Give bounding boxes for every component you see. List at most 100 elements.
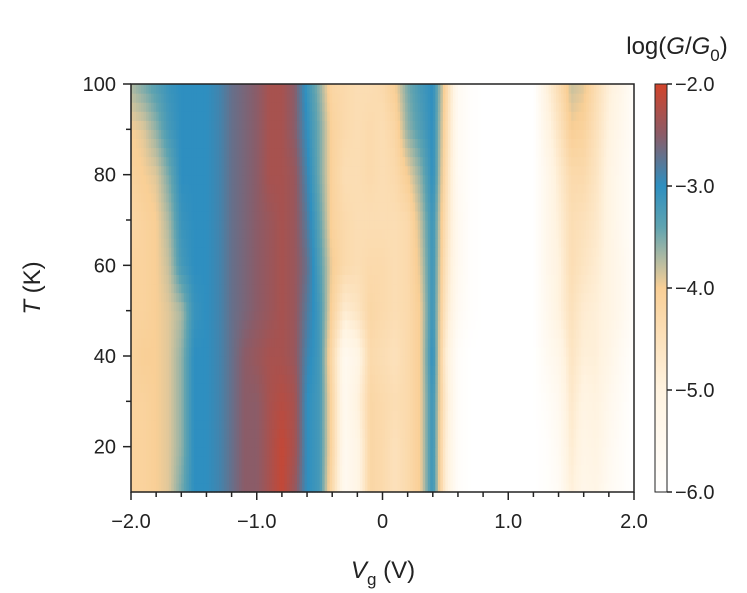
heatmap-cell [548,365,552,375]
heatmap-cell [176,401,180,411]
heatmap-cell [231,374,235,384]
heatmap-cell [545,337,550,348]
heatmap-cell [556,455,560,466]
heatmap-cell [299,482,303,493]
heatmap-cell [246,437,250,448]
heatmap-cell [535,346,540,357]
heatmap-cell [369,337,374,348]
heatmap-cell [417,310,421,321]
heatmap-cell [241,455,245,466]
heatmap-cell [259,319,263,330]
heatmap-cell [395,455,399,466]
heatmap-cell [533,292,537,303]
heatmap-cell [543,283,547,294]
heatmap-cell [173,319,177,330]
heatmap-cell [352,419,356,430]
heatmap-cell [279,328,283,339]
heatmap-cell [452,337,457,348]
heatmap-cell [307,428,311,439]
heatmap-cell [319,410,323,421]
heatmap-cell [188,410,192,421]
heatmap-cell [483,410,487,421]
heatmap-cell [317,473,321,484]
heatmap-cell [573,383,577,393]
heatmap-cell [628,356,633,366]
heatmap-cell [294,473,298,484]
heatmap-cell [379,356,384,366]
heatmap-cell [191,301,195,312]
heatmap-cell [319,455,323,466]
heatmap-cell [480,383,484,393]
heatmap-cell [367,356,371,366]
heatmap-cell [457,274,462,285]
heatmap-cell [525,392,529,402]
heatmap-cell [571,346,575,357]
heatmap-cell [329,392,333,402]
heatmap-cell [483,446,487,457]
heatmap-cell [231,401,235,411]
heatmap-cell [219,319,223,330]
heatmap-cell [133,346,137,357]
heatmap-cell [143,383,147,393]
heatmap-cell [412,428,416,439]
heatmap-cell [226,464,230,475]
heatmap-cell [307,356,311,366]
heatmap-cell [437,392,441,402]
heatmap-cell [593,464,597,475]
heatmap-cell [621,482,625,493]
heatmap-cell [621,328,625,339]
heatmap-cell [186,319,190,330]
heatmap-cell [221,455,225,466]
heatmap-cell [412,419,416,430]
heatmap-cell [299,410,303,421]
heatmap-cell [143,328,147,339]
heatmap-cell [417,437,421,448]
heatmap-cell [309,419,313,430]
heatmap-cell [327,365,331,375]
heatmap-cell [211,401,215,411]
heatmap-cell [551,428,555,439]
heatmap-cell [191,365,195,375]
heatmap-cell [623,464,628,475]
heatmap-cell [488,437,492,448]
heatmap-cell [276,337,280,348]
heatmap-cell [593,265,597,275]
heatmap-cell [216,410,220,421]
heatmap-cell [553,383,557,393]
heatmap-cell [231,337,235,348]
heatmap-cell [543,310,547,321]
heatmap-cell [208,283,213,294]
heatmap-cell [183,428,187,439]
heatmap-cell [626,383,630,393]
heatmap-cell [234,265,238,275]
heatmap-cell [312,437,316,448]
heatmap-cell [256,437,260,448]
heatmap-cell [530,419,534,430]
heatmap-cell [362,464,366,475]
heatmap-cell [296,455,301,466]
heatmap-cell [271,482,275,493]
heatmap-cell [611,473,615,484]
heatmap-cell [470,383,474,393]
heatmap-cell [251,283,255,294]
heatmap-cell [581,365,585,375]
heatmap-cell [367,265,371,275]
heatmap-cell [395,328,399,339]
heatmap-cell [357,392,361,402]
heatmap-cell [229,482,233,493]
heatmap-cell [475,319,479,330]
heatmap-cell [161,283,165,294]
heatmap-cell [377,283,381,294]
heatmap-cell [208,337,213,348]
heatmap-cell [576,410,580,421]
heatmap-cell [352,464,356,475]
heatmap-cell [143,310,147,321]
heatmap-cell [379,328,384,339]
heatmap-cell [281,301,286,312]
heatmap-cell [586,473,590,484]
heatmap-cell [553,328,557,339]
heatmap-cell [505,319,509,330]
heatmap-cell [291,301,296,312]
heatmap-cell [596,265,600,275]
heatmap-cell [216,265,220,275]
